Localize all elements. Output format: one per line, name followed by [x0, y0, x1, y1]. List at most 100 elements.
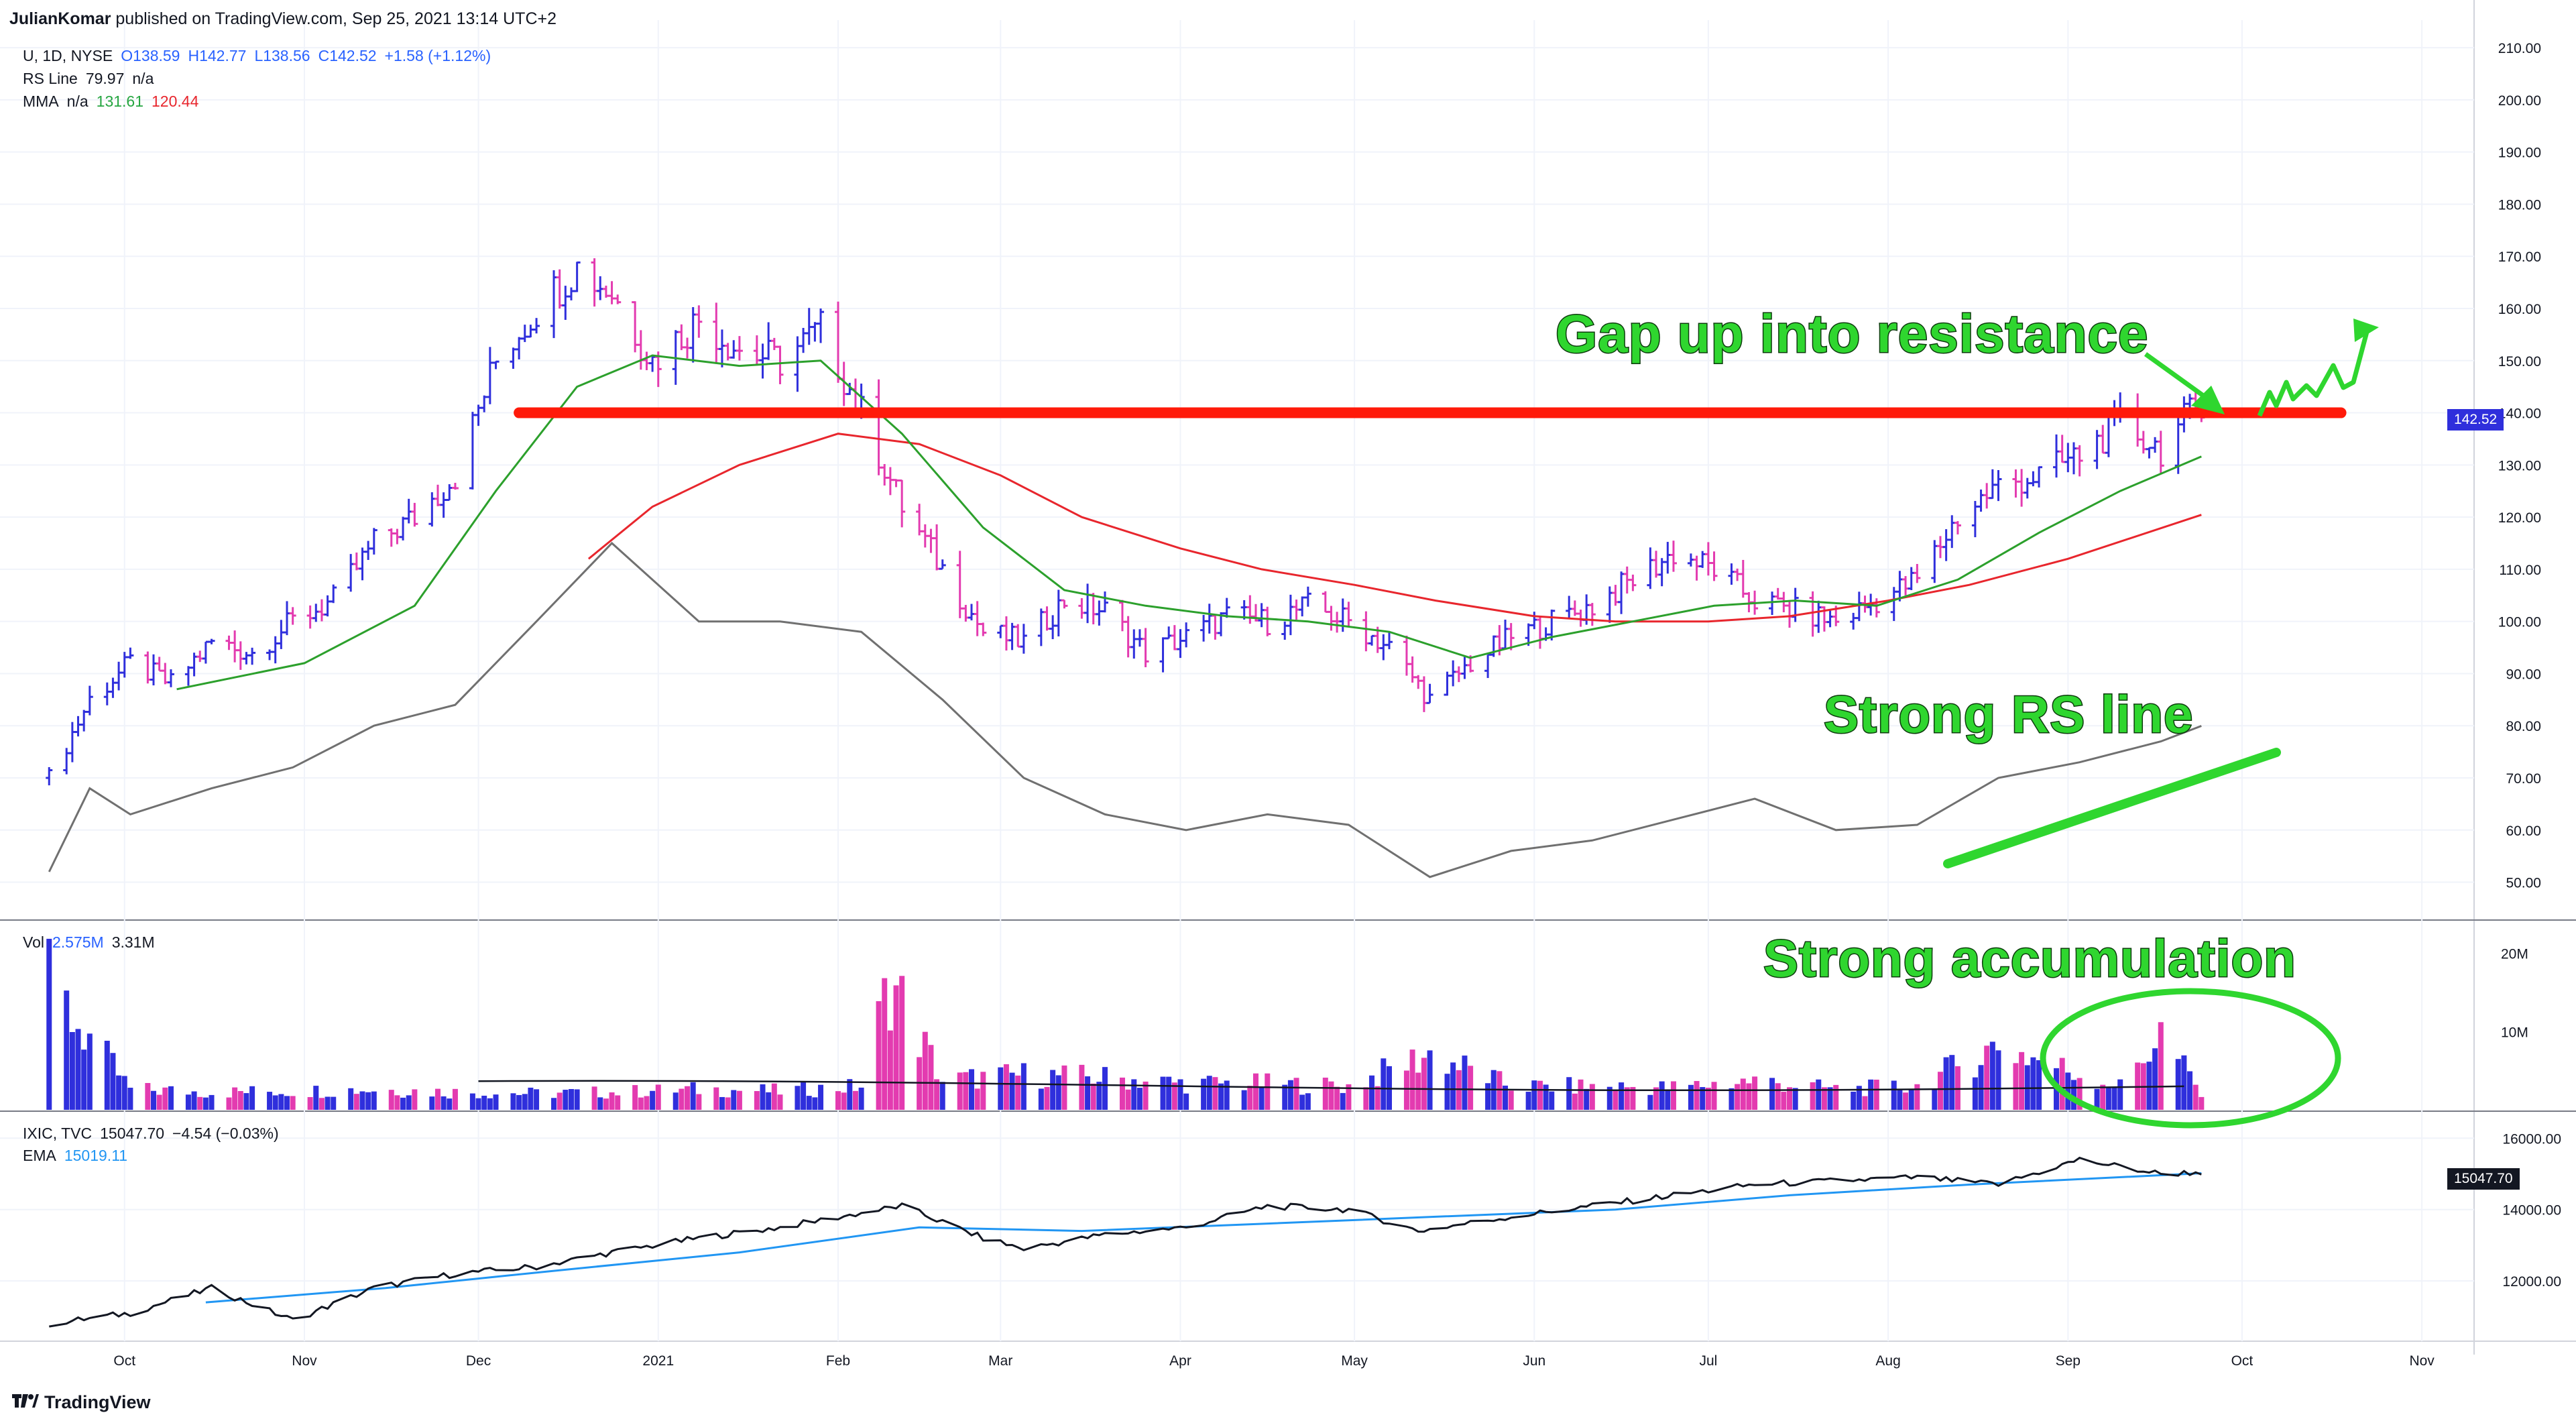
tradingview-logo[interactable]: TradingView — [12, 1392, 151, 1414]
volume-bar — [1508, 1090, 1514, 1110]
volume-bar — [2094, 1088, 2100, 1110]
volume-bar — [2158, 1022, 2164, 1110]
price-tick-label: 50.00 — [2506, 876, 2541, 891]
volume-bar — [191, 1091, 197, 1110]
volume-bar — [1566, 1077, 1572, 1110]
volume-bar — [2019, 1051, 2025, 1110]
ixic-value: 15047.70 — [100, 1125, 165, 1142]
volume-bar — [615, 1095, 621, 1110]
volume-bar — [1653, 1087, 1659, 1110]
volume-bar — [1485, 1083, 1491, 1110]
volume-bar — [1914, 1084, 1920, 1110]
volume-bar — [1833, 1084, 1839, 1110]
volume-bar — [876, 1001, 882, 1110]
volume-bar — [1201, 1078, 1207, 1110]
volume-bar — [226, 1097, 232, 1110]
volume-bar — [1305, 1093, 1311, 1110]
volume-bar — [731, 1090, 737, 1110]
volume-bar — [2117, 1079, 2123, 1110]
volume-bar — [1752, 1076, 1758, 1110]
x-tick-label: Feb — [826, 1353, 850, 1369]
volume-bar — [2070, 1080, 2076, 1110]
volume-bar — [1206, 1076, 1212, 1110]
ixic-symbol[interactable]: IXIC, TVC — [23, 1125, 93, 1142]
volume-bar — [1403, 1070, 1409, 1110]
volume-bar — [1322, 1077, 1328, 1110]
volume-bar — [2030, 1057, 2036, 1110]
volume-bar — [1136, 1088, 1143, 1110]
volume-bar — [766, 1092, 772, 1110]
volume-bar — [1932, 1089, 1938, 1110]
ma-fast-line — [176, 354, 2202, 691]
volume-bar — [1949, 1055, 1955, 1110]
volume-bar — [267, 1092, 273, 1110]
vol-name[interactable]: Vol — [23, 933, 44, 951]
volume-bar — [487, 1098, 493, 1110]
volume-bar — [1282, 1084, 1288, 1110]
open-value: O138.59 — [121, 47, 180, 64]
volume-bar — [1775, 1083, 1781, 1110]
volume-bar — [2105, 1088, 2111, 1110]
x-tick-label: 2021 — [642, 1353, 674, 1369]
mma-extra: n/a — [66, 93, 89, 110]
price-tick-label: 190.00 — [2498, 146, 2541, 161]
author-name[interactable]: JulianKomar — [9, 9, 111, 28]
volume-bar — [237, 1090, 243, 1110]
volume-bar — [2100, 1084, 2106, 1110]
volume-bar — [156, 1094, 162, 1110]
ma-slow-line — [587, 433, 2202, 623]
volume-bar — [1085, 1076, 1091, 1110]
volume-bar — [516, 1094, 522, 1110]
volume-bar — [202, 1097, 209, 1110]
ema-name[interactable]: EMA — [23, 1147, 56, 1164]
volume-bar — [644, 1096, 650, 1110]
annotation-accumulation: Strong accumulation — [1763, 928, 2297, 989]
volume-bar — [1537, 1080, 1543, 1110]
price-tick-label: 130.00 — [2498, 458, 2541, 473]
volume-bar — [1252, 1073, 1258, 1110]
mma-name[interactable]: MMA — [23, 93, 59, 110]
volume-bar — [591, 1086, 597, 1110]
volume-bar — [1578, 1079, 1584, 1110]
volume-bar — [1897, 1089, 1903, 1110]
volume-bar — [1497, 1071, 1503, 1110]
volume-bar — [801, 1082, 807, 1110]
volume-bar — [1015, 1075, 1021, 1110]
volume-bar — [284, 1096, 290, 1110]
volume-bar — [1543, 1084, 1549, 1110]
volume-bar — [812, 1097, 818, 1110]
price-tick-label: 60.00 — [2506, 823, 2541, 839]
symbol-label[interactable]: U, 1D, NYSE — [23, 47, 113, 64]
rs-name[interactable]: RS Line — [23, 70, 78, 87]
volume-bar — [1055, 1075, 1061, 1110]
volume-bar — [168, 1086, 174, 1110]
volume-bar — [429, 1096, 435, 1110]
volume-bar — [522, 1094, 528, 1110]
volume-bar — [1954, 1066, 1960, 1110]
volume-bar — [568, 1089, 574, 1110]
vol-value: 2.575M — [52, 933, 104, 951]
volume-bar — [232, 1087, 238, 1110]
gap-arrow-head — [2191, 386, 2225, 414]
volume-bar — [69, 1032, 75, 1110]
volume-bar — [510, 1093, 516, 1110]
volume-bar — [1647, 1094, 1653, 1110]
volume-bar — [1090, 1083, 1096, 1110]
volume-bar — [1363, 1087, 1369, 1110]
volume-bar — [469, 1093, 475, 1110]
volume-bar — [1862, 1096, 1868, 1110]
projected-path-arrowhead — [2353, 319, 2379, 342]
volume-bar — [679, 1088, 685, 1110]
volume-legend: Vol 2.575M 3.31M — [23, 933, 163, 952]
volume-bar — [290, 1096, 296, 1110]
volume-bar — [696, 1094, 702, 1110]
volume-bar — [1868, 1079, 1874, 1110]
volume-bar — [528, 1087, 534, 1110]
volume-bar — [412, 1089, 418, 1110]
volume-bar — [116, 1075, 122, 1110]
x-tick-label: Nov — [292, 1353, 317, 1369]
volume-bar — [1287, 1080, 1293, 1110]
volume-bar — [1131, 1079, 1137, 1110]
volume-bar — [2152, 1048, 2158, 1110]
